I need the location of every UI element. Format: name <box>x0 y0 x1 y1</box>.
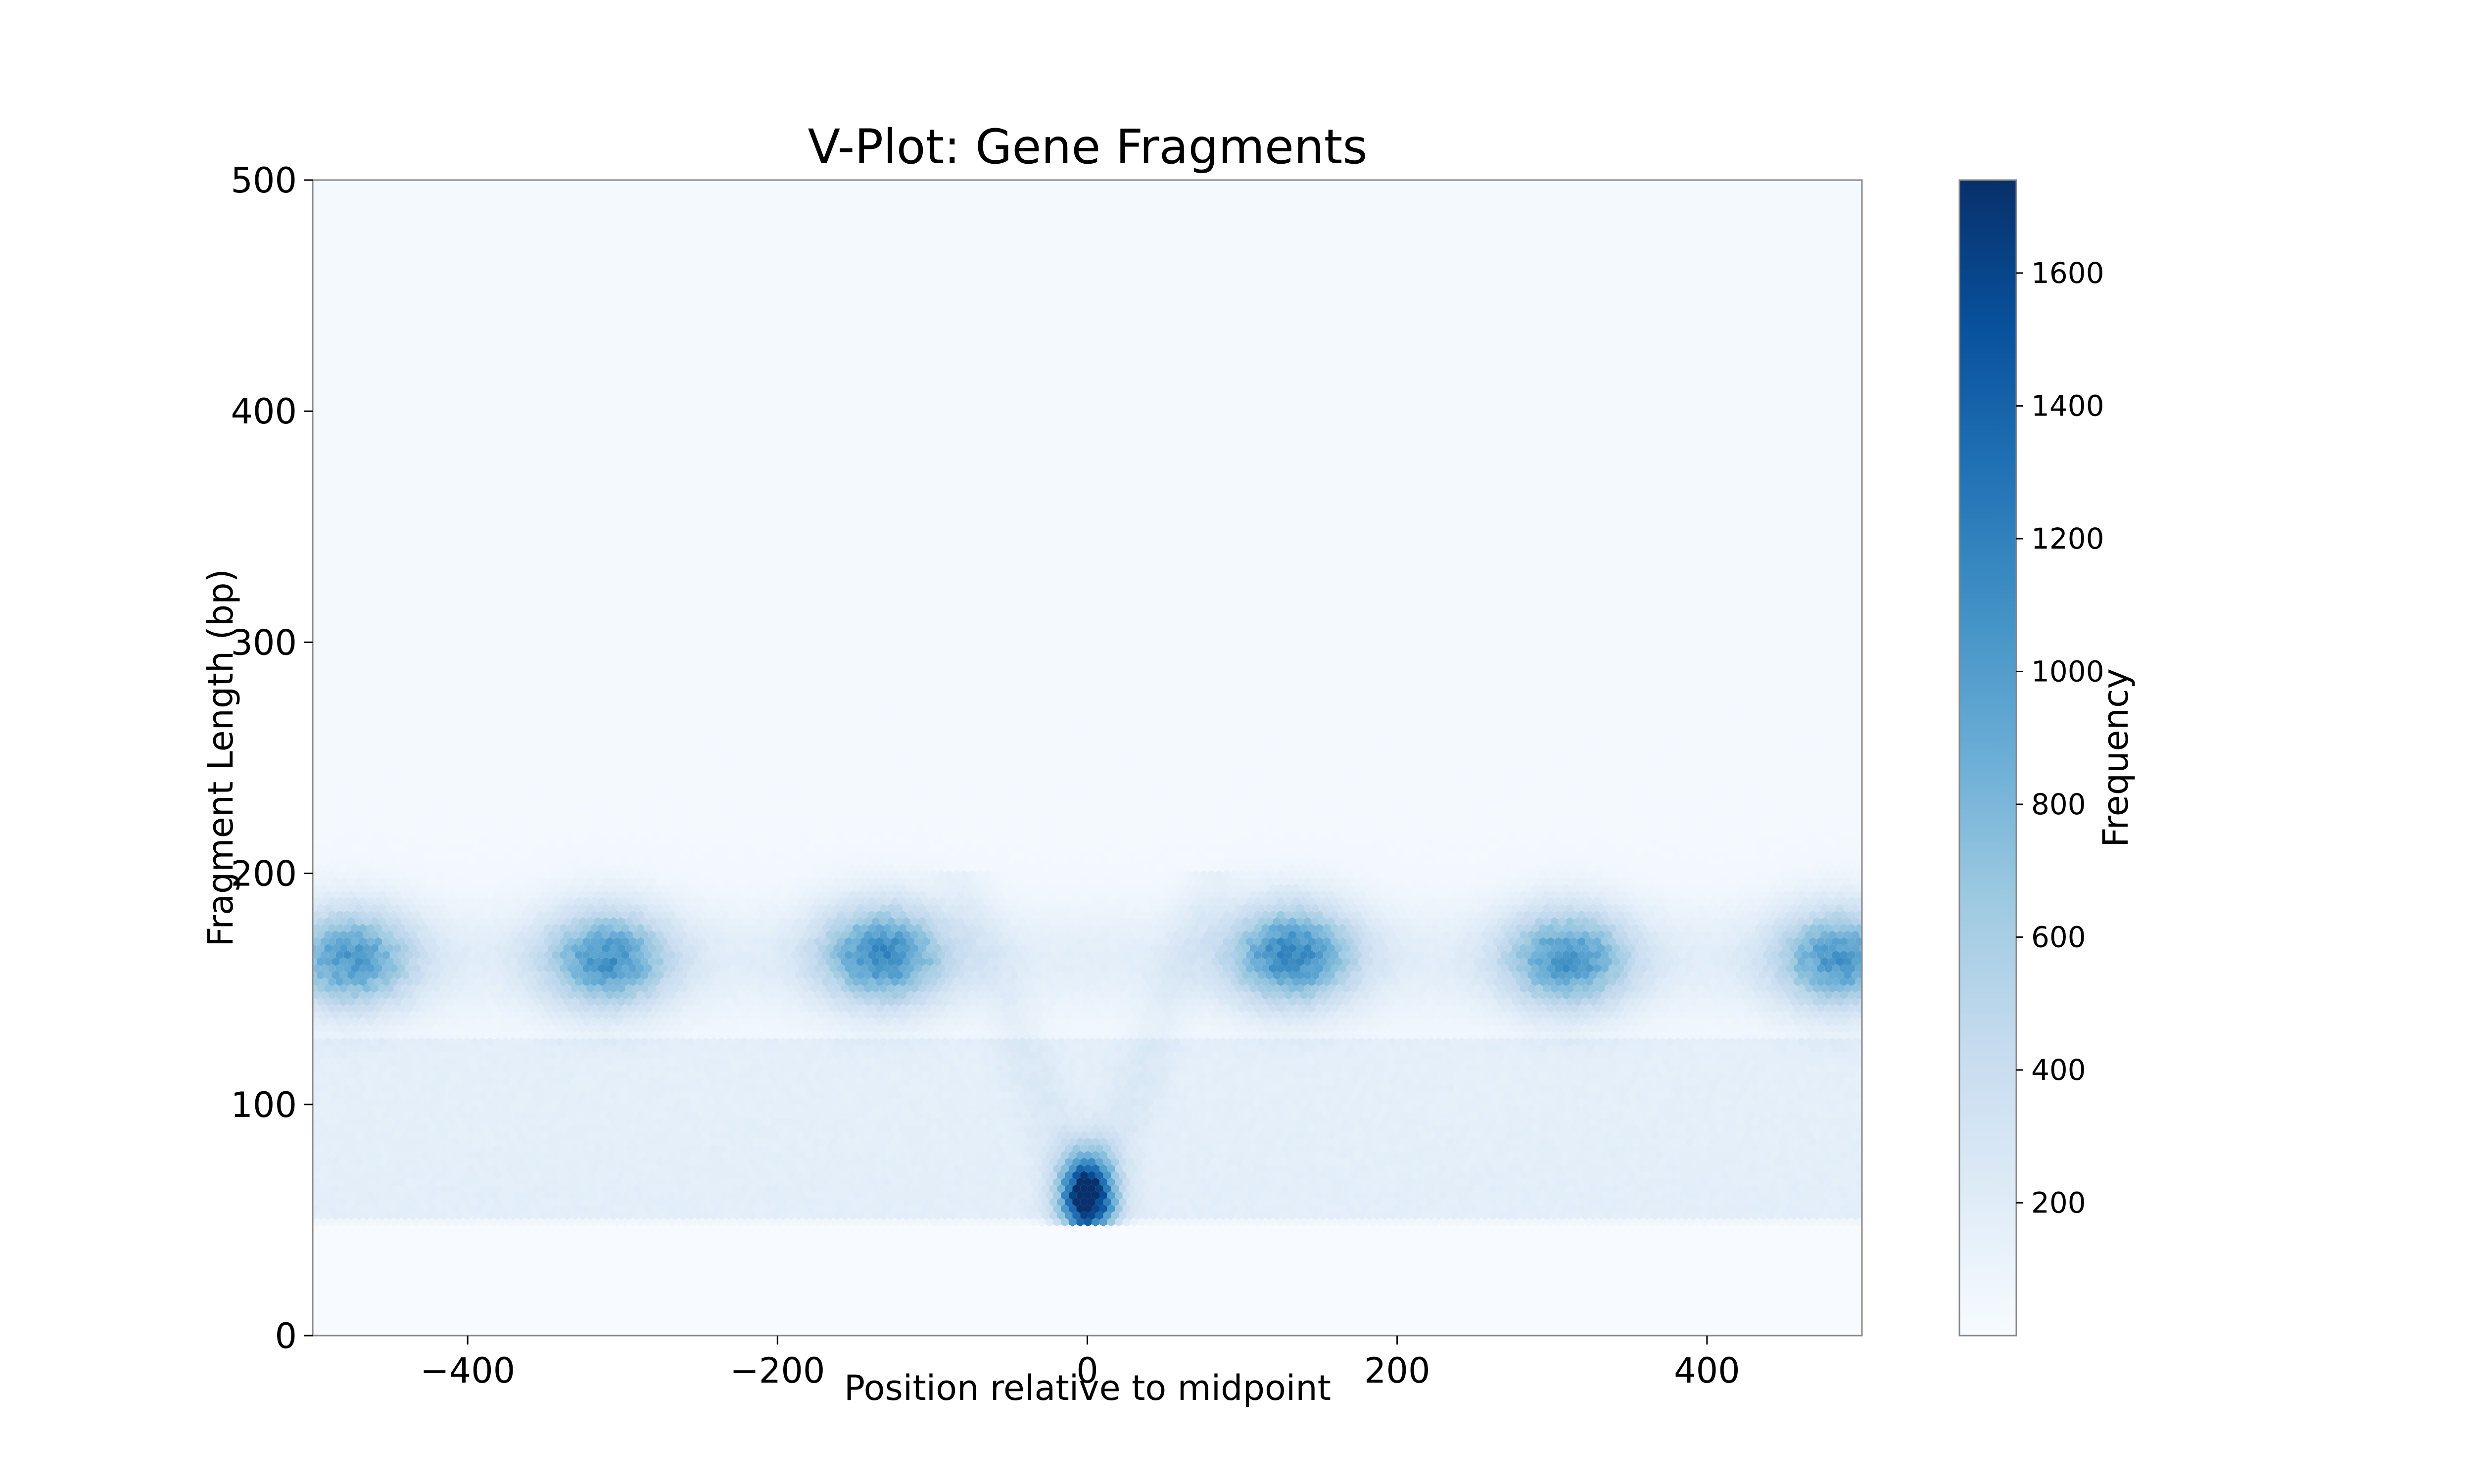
chart-title: V-Plot: Gene Fragments <box>808 119 1368 175</box>
hexbin-cells <box>309 176 1867 1227</box>
plot-area <box>309 176 1867 1336</box>
